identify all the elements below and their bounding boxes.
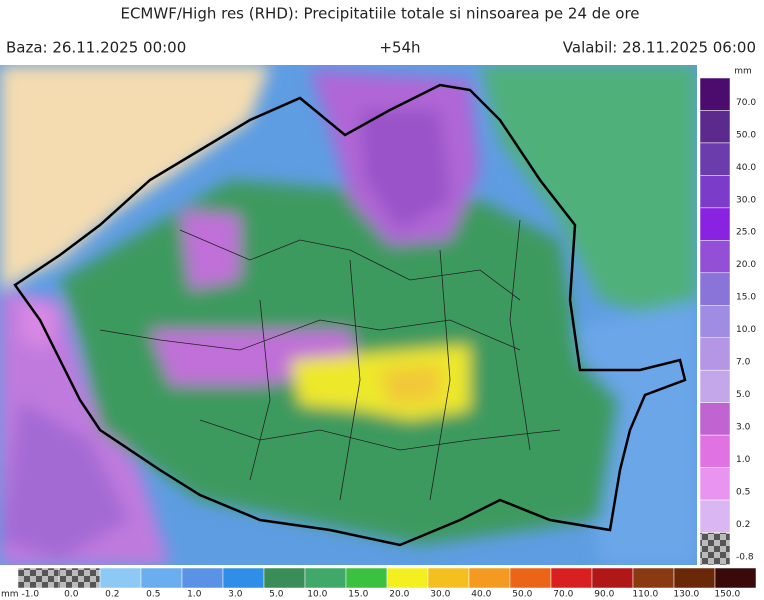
legend-swatch <box>468 567 511 589</box>
legend-swatch <box>386 567 429 589</box>
legend-swatch <box>699 402 731 436</box>
legend-swatch <box>699 499 731 533</box>
legend-label: 0.2 <box>736 520 750 530</box>
legend-swatch <box>699 110 731 144</box>
legend-label: 20.0 <box>736 260 756 270</box>
legend-swatch <box>699 337 731 371</box>
legend-swatch <box>263 567 306 589</box>
legend-swatch <box>509 567 552 589</box>
legend-label: 0.5 <box>736 487 750 497</box>
right-legend: mm 70.0 50.0 40.0 30.0 25.0 20.0 15.0 10.0 7.0 5.0… <box>698 62 764 570</box>
legend-swatch <box>591 567 634 589</box>
legend-swatch <box>17 567 60 589</box>
legend-unit: mm <box>734 67 752 77</box>
legend-unit: mm <box>1 590 19 600</box>
legend-label: 90.0 <box>594 590 614 600</box>
legend-swatch <box>345 567 388 589</box>
map <box>0 65 697 565</box>
legend-swatch <box>699 272 731 306</box>
legend-label: 10.0 <box>736 325 756 335</box>
legend-swatch <box>699 77 731 111</box>
legend-swatch <box>699 369 731 403</box>
legend-label: 50.0 <box>736 130 756 140</box>
legend-label: 1.0 <box>187 590 202 600</box>
legend-label: 0.0 <box>64 590 79 600</box>
forecast-step: +54h <box>379 39 420 57</box>
legend-swatch <box>699 532 731 566</box>
legend-label: 3.0 <box>228 590 243 600</box>
legend-swatch <box>550 567 593 589</box>
legend-swatch <box>699 142 731 176</box>
legend-label: 15.0 <box>348 590 368 600</box>
legend-label: 30.0 <box>736 195 756 205</box>
legend-label: 10.0 <box>307 590 327 600</box>
legend-label: 20.0 <box>389 590 409 600</box>
legend-swatch <box>427 567 470 589</box>
legend-label: 0.2 <box>105 590 119 600</box>
legend-label: 130.0 <box>673 590 699 600</box>
legend-label: 0.5 <box>146 590 160 600</box>
legend-swatch <box>699 434 731 468</box>
legend-swatch <box>673 567 716 589</box>
legend-swatch <box>699 175 731 209</box>
legend-label: 40.0 <box>736 163 756 173</box>
legend-swatch <box>304 567 347 589</box>
legend-swatch <box>699 305 731 338</box>
legend-swatch <box>222 567 265 589</box>
legend-label: 110.0 <box>632 590 658 600</box>
legend-label: 1.0 <box>736 455 751 465</box>
country-border <box>13 83 687 547</box>
legend-swatch <box>181 567 224 589</box>
legend-label: 3.0 <box>736 423 751 433</box>
legend-label: 5.0 <box>269 590 284 600</box>
legend-label: 7.0 <box>736 358 751 368</box>
county-borders <box>99 219 561 501</box>
legend-label: 70.0 <box>553 590 573 600</box>
legend-swatch <box>699 240 731 274</box>
legend-swatch <box>699 467 731 501</box>
legend-swatch <box>632 567 675 589</box>
legend-label: 70.0 <box>736 98 756 108</box>
legend-label: -1.0 <box>22 590 40 600</box>
legend-label: -0.8 <box>736 552 754 562</box>
valid-time: Valabil: 28.11.2025 06:00 <box>563 39 756 57</box>
legend-label: 150.0 <box>714 590 740 600</box>
legend-swatch <box>58 567 101 589</box>
legend-label: 50.0 <box>512 590 532 600</box>
legend-swatch <box>99 567 142 589</box>
legend-swatch <box>714 567 757 589</box>
legend-label: 30.0 <box>430 590 450 600</box>
legend-label: 40.0 <box>471 590 491 600</box>
legend-label: 15.0 <box>736 293 756 303</box>
bottom-legend: -1.0 0.0 0.2 0.5 1.0 3.0 5.0 10.0 15.0 20.0 30.0 40… <box>1 567 757 600</box>
legend-label: 5.0 <box>736 390 751 400</box>
legend-swatch <box>140 567 183 589</box>
legend-swatch <box>699 207 731 241</box>
title: ECMWF/High res (RHD): Precipitatiile tot… <box>120 5 639 23</box>
base-time: Baza: 26.11.2025 00:00 <box>6 39 186 57</box>
legend-label: 25.0 <box>736 228 756 238</box>
